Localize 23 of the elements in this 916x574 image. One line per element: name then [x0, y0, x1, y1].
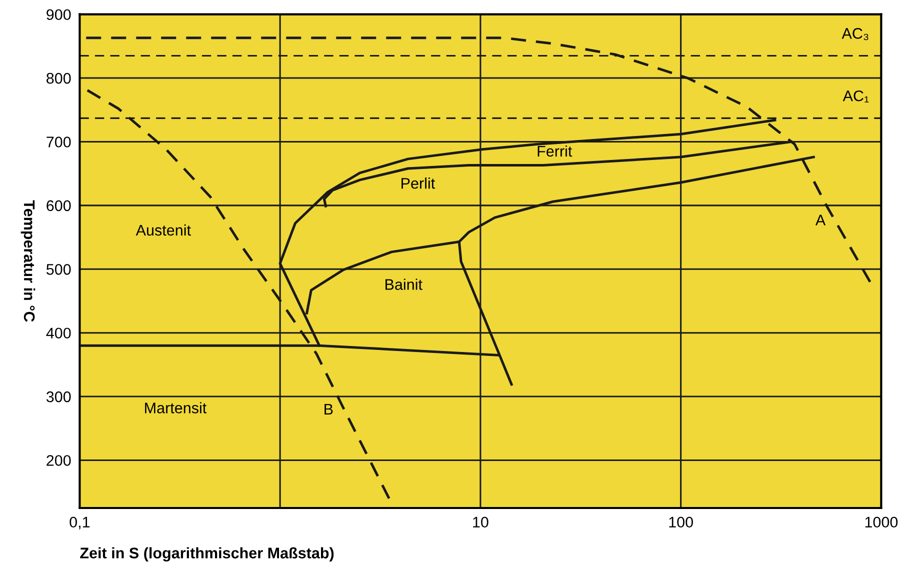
y-tick-label: 900 [46, 9, 71, 20]
x-tick-label: 0,1 [70, 516, 90, 530]
annotation: Martensit [145, 402, 207, 414]
y-tick-label: 300 [46, 391, 71, 402]
x-axis-title: Zeit in S (logarithmischer Maßstab) [80, 547, 334, 562]
y-tick-label: 700 [46, 136, 71, 148]
annotation: Ferrit [538, 145, 572, 157]
y-tick-label: 800 [46, 72, 71, 84]
x-tick-label: 1000 [865, 516, 898, 528]
x-tick-label: 100 [669, 516, 693, 528]
annotation: A [815, 214, 826, 226]
y-tick-label: 600 [46, 200, 71, 212]
y-tick-label: 200 [46, 455, 71, 466]
annotation: Perlit [402, 178, 435, 189]
y-tick-label: 400 [46, 328, 71, 339]
annotation: Austenit [136, 224, 191, 236]
y-axis-title: Temperatur in °C [20, 200, 36, 322]
ref-line-label: AC₁ [842, 90, 869, 102]
y-tick-label: 500 [46, 264, 71, 275]
annotation: Bainit [386, 278, 422, 290]
annotation: B [324, 404, 333, 414]
x-tick-label: 10 [473, 516, 488, 528]
ref-line-label: AC₃ [842, 28, 868, 40]
